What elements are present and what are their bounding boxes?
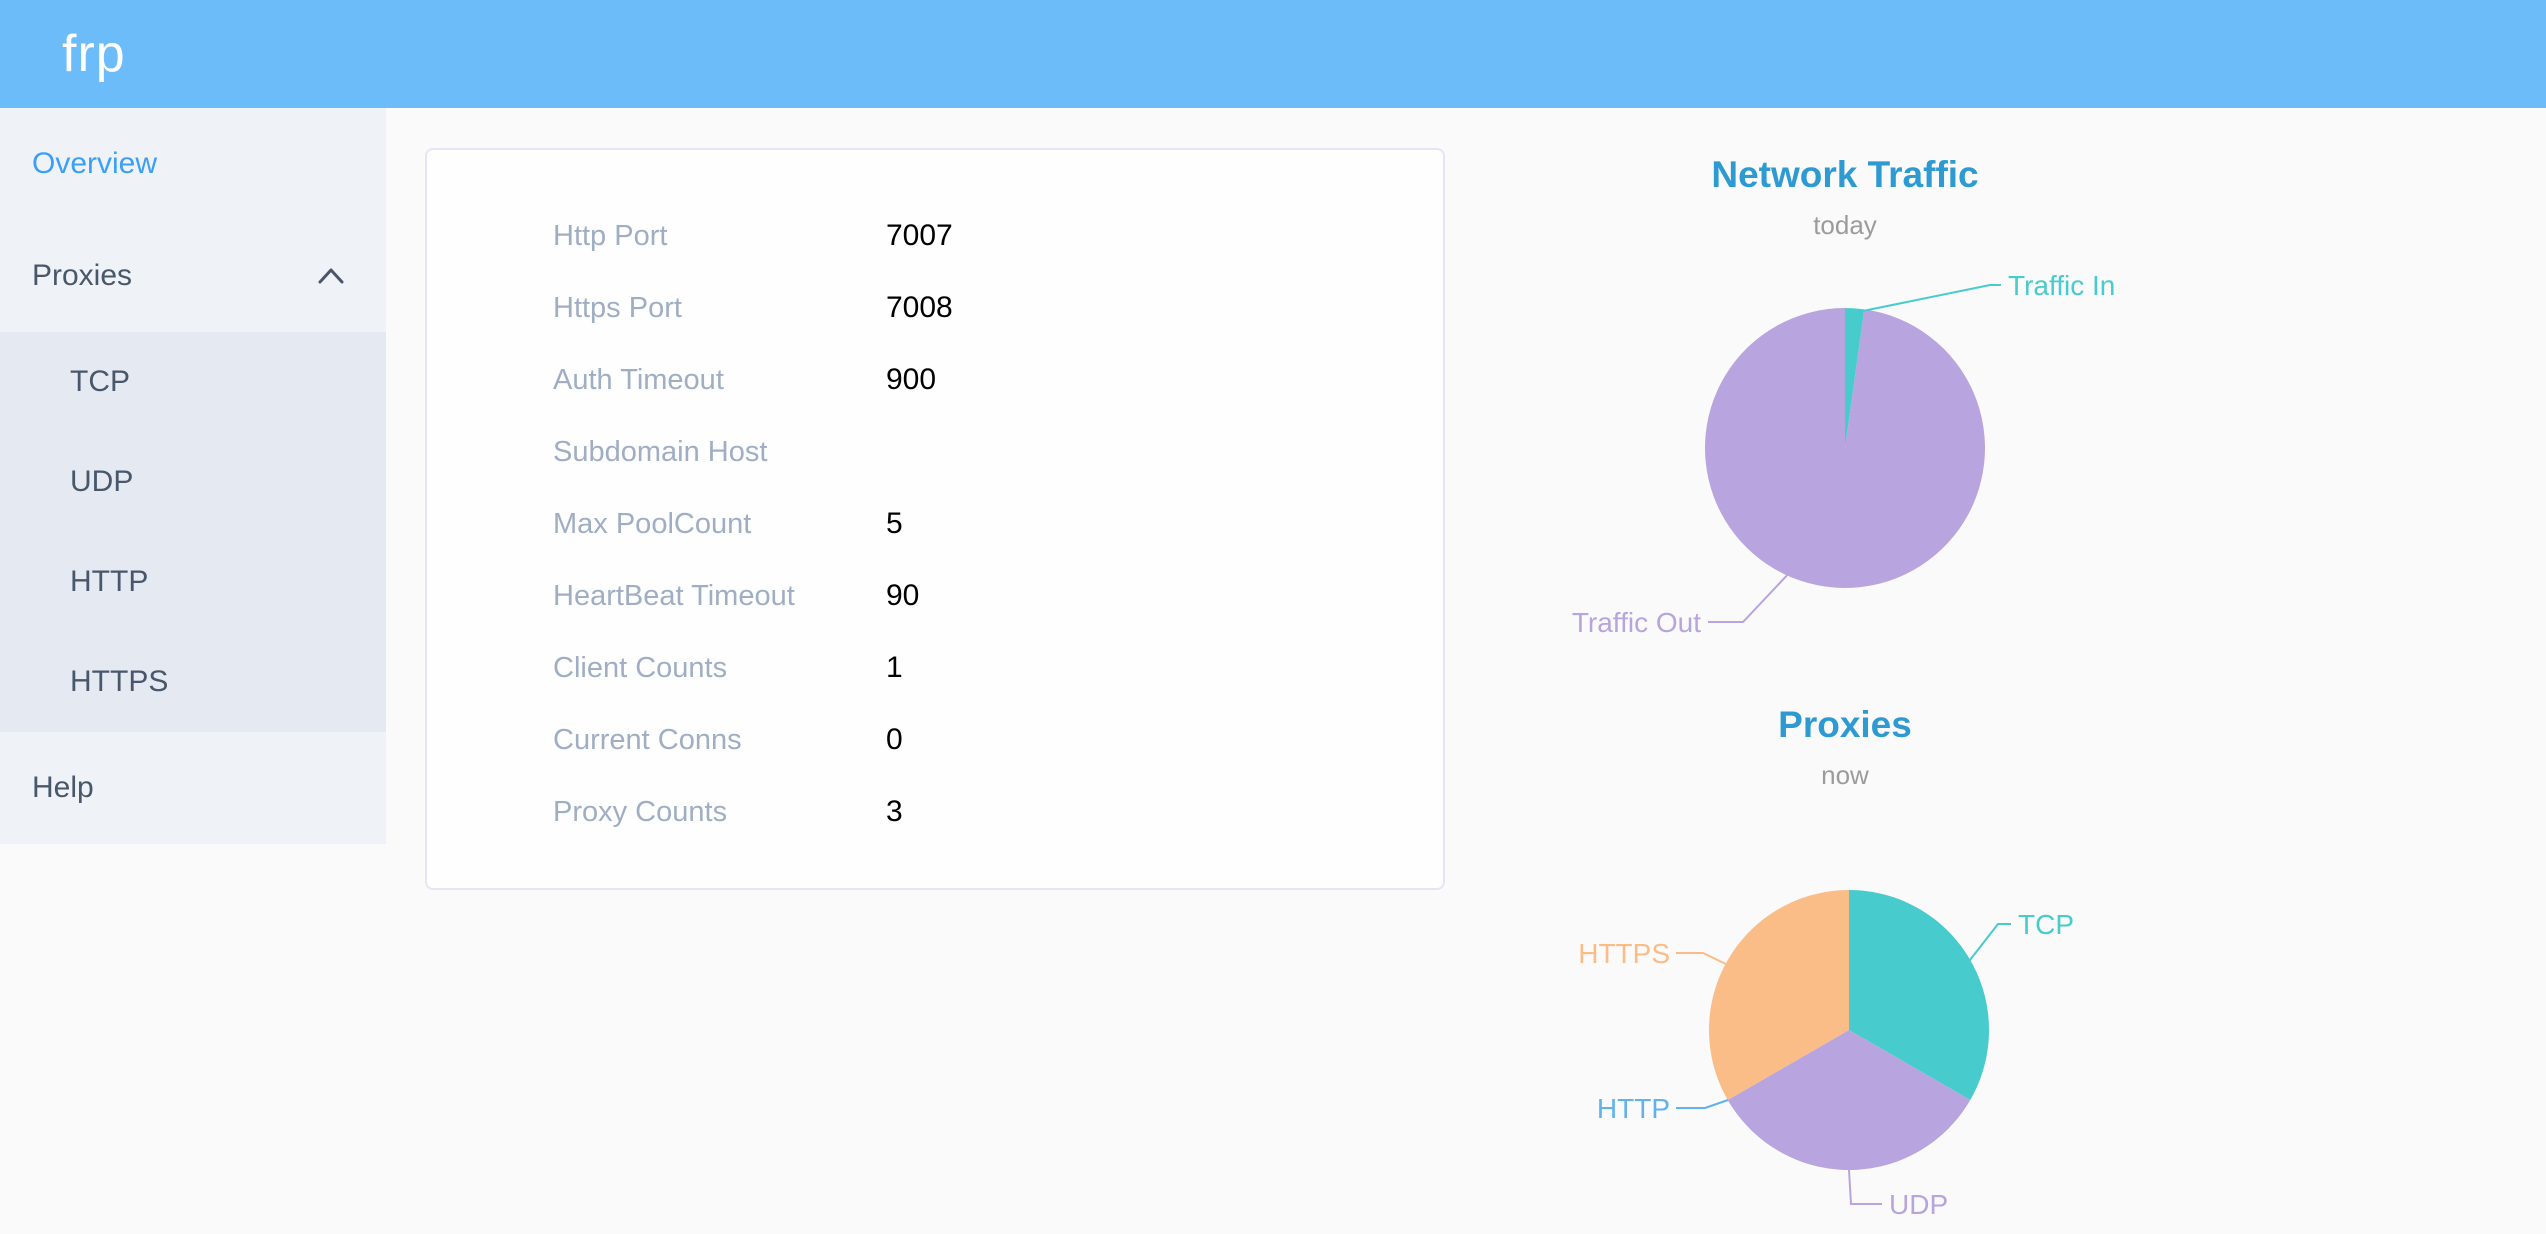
config-row: Max PoolCount 5: [427, 488, 1443, 560]
config-row: Http Port 7007: [427, 200, 1443, 272]
config-rows: Http Port 7007 Https Port 7008 Auth Timeout 9…: [427, 200, 1443, 848]
sidebar-item-label: Help: [32, 771, 94, 804]
proxies-chart: Proxies now TCP UDP HTTP HTTPS: [1495, 690, 2195, 1234]
chart-subtitle: now: [1821, 760, 1869, 790]
sidebar-item-label: UDP: [70, 465, 134, 498]
config-row: Client Counts 1: [427, 632, 1443, 704]
config-row: Auth Timeout 900: [427, 344, 1443, 416]
sidebar-item-label: Overview: [32, 147, 158, 180]
config-row: HeartBeat Timeout 90: [427, 560, 1443, 632]
config-label: Subdomain Host: [553, 435, 768, 468]
sidebar-item-overview[interactable]: Overview: [0, 108, 386, 220]
pie-label-line: [1857, 284, 2001, 313]
pie-label-line: [1708, 569, 1793, 623]
sidebar-item-label: TCP: [70, 365, 130, 398]
pie-slice-traffic-in[interactable]: [1845, 308, 1865, 448]
pie-label-http: HTTP: [1597, 1093, 1670, 1124]
pie-chart-canvas: Traffic In Traffic Out: [1572, 270, 2116, 638]
sidebar-item-proxies[interactable]: Proxies: [0, 220, 386, 332]
pie-label-udp: UDP: [1889, 1189, 1948, 1220]
sidebar: Overview Proxies TCP UDP HTTP HTTPS Help: [0, 108, 386, 844]
pie-slice-https[interactable]: [1709, 890, 1849, 1100]
config-row: Subdomain Host: [427, 416, 1443, 488]
chart-title: Network Traffic: [1711, 154, 1979, 195]
app-header: frp: [0, 0, 2546, 108]
pie-label-traffic-out: Traffic Out: [1572, 607, 1701, 638]
config-value: 1: [886, 651, 903, 684]
config-label: Https Port: [553, 291, 682, 324]
pie-label-tcp: TCP: [2018, 909, 2074, 940]
pie-label-line: [1676, 1099, 1729, 1109]
pie-slice-tcp[interactable]: [1849, 890, 1989, 1100]
chart-subtitle: today: [1813, 210, 1877, 240]
pie-label-line: [1676, 952, 1731, 967]
pie-slice-traffic-out[interactable]: [1705, 308, 1986, 588]
config-row: Https Port 7008: [427, 272, 1443, 344]
app-logo: frp: [62, 25, 126, 83]
pie-label-line: [1969, 923, 2011, 961]
network-traffic-chart: Network Traffic today Traffic In Traffic …: [1495, 140, 2195, 670]
sidebar-item-label: Proxies: [32, 259, 133, 292]
chart-title: Proxies: [1778, 704, 1912, 745]
server-info-card: Http Port 7007 Https Port 7008 Auth Timeout 9…: [425, 148, 1445, 890]
config-value: 7008: [886, 291, 953, 324]
proxies-submenu: TCP UDP HTTP HTTPS: [0, 332, 386, 732]
config-label: HeartBeat Timeout: [553, 579, 795, 612]
sidebar-item-tcp[interactable]: TCP: [0, 332, 386, 432]
config-label: Client Counts: [553, 651, 728, 684]
config-row: Proxy Counts 3: [427, 776, 1443, 848]
config-value: 3: [886, 795, 903, 828]
sidebar-item-https[interactable]: HTTPS: [0, 632, 386, 732]
config-label: Max PoolCount: [553, 507, 752, 540]
config-label: Current Conns: [553, 723, 742, 756]
sidebar-item-label: HTTP: [70, 565, 149, 598]
sidebar-item-label: HTTPS: [70, 665, 169, 698]
config-value: 900: [886, 363, 937, 396]
sidebar-item-help[interactable]: Help: [0, 732, 386, 844]
sidebar-item-udp[interactable]: UDP: [0, 432, 386, 532]
config-value: 0: [886, 723, 903, 756]
sidebar-item-http[interactable]: HTTP: [0, 532, 386, 632]
pie-label-traffic-in: Traffic In: [2008, 270, 2115, 301]
config-row: Current Conns 0: [427, 704, 1443, 776]
config-label: Http Port: [553, 219, 668, 252]
chevron-up-icon: [318, 268, 344, 284]
config-value: 5: [886, 507, 903, 540]
pie-chart-canvas: TCP UDP HTTP HTTPS: [1578, 890, 2074, 1220]
config-value: 90: [886, 579, 920, 612]
config-label: Proxy Counts: [553, 795, 728, 828]
pie-label-https: HTTPS: [1578, 938, 1670, 969]
config-label: Auth Timeout: [553, 363, 724, 396]
config-value: 7007: [886, 219, 953, 252]
pie-label-line: [1848, 1169, 1882, 1205]
